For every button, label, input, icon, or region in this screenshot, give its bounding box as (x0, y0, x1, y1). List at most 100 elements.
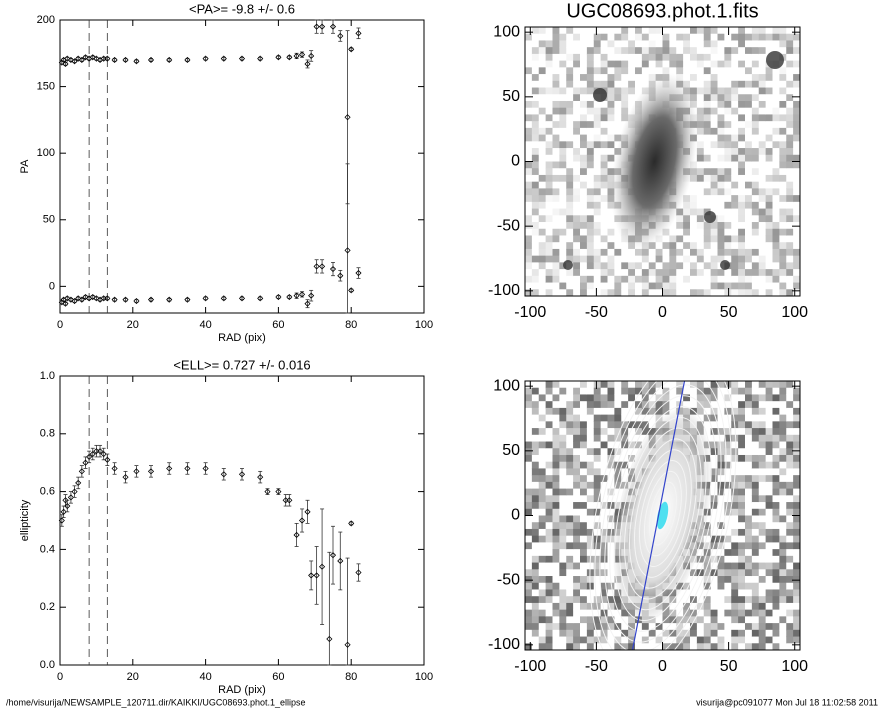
pixel (559, 228, 567, 236)
pixel (690, 74, 698, 82)
pixel (765, 188, 773, 196)
pixel (765, 441, 773, 449)
pixel (525, 522, 533, 530)
pixel (607, 515, 615, 523)
pixel (538, 488, 547, 496)
pixel (635, 80, 643, 89)
pixel (683, 215, 691, 223)
pixel (607, 441, 615, 449)
pixel (772, 515, 780, 523)
pixel (525, 40, 533, 48)
pixel (738, 623, 746, 631)
pixel (614, 602, 622, 611)
pixel (758, 27, 767, 35)
pixel (717, 148, 725, 156)
pixel (545, 148, 553, 156)
pixel (779, 421, 787, 429)
pixel (538, 528, 547, 537)
pixel (786, 33, 794, 41)
pixel (717, 255, 725, 263)
pixel (648, 381, 657, 389)
pixel (580, 235, 588, 243)
pixel (731, 623, 739, 631)
pixel (793, 33, 800, 41)
pixel (593, 100, 602, 109)
pixel (696, 562, 705, 570)
pixel (765, 596, 773, 604)
pixel (593, 80, 602, 89)
pixel (607, 407, 615, 416)
pixel (525, 275, 533, 284)
pixel (641, 421, 650, 429)
error-bar (309, 50, 314, 62)
pixel (745, 549, 753, 557)
pixel (731, 27, 739, 35)
pixel (690, 582, 698, 590)
pixel (538, 222, 547, 230)
pixel (635, 387, 643, 395)
pixel (545, 434, 553, 443)
pixel (545, 441, 553, 449)
pixel (586, 188, 595, 196)
pixel (538, 569, 547, 577)
pixel (793, 394, 800, 402)
error-bar (105, 453, 110, 466)
pixel (559, 148, 567, 156)
pixel (786, 576, 794, 584)
pixel (731, 47, 739, 55)
pixel (772, 381, 780, 389)
pixel (545, 235, 553, 243)
pixel (580, 528, 588, 537)
pixel (724, 275, 732, 284)
pixel (717, 107, 725, 115)
pixel (738, 488, 746, 496)
pixel (552, 643, 560, 650)
pixel (559, 582, 567, 590)
pixel (525, 242, 533, 250)
pixel (765, 275, 773, 284)
pixel (731, 441, 739, 449)
pixel (786, 515, 794, 523)
pixel (525, 174, 533, 183)
pixel (538, 154, 547, 162)
pixel (751, 154, 760, 162)
footer-left: /home/visurija/NEWSAMPLE_120711.dir/KAIK… (6, 697, 306, 707)
pixel (751, 208, 760, 216)
pixel (655, 636, 663, 644)
pixel (710, 602, 718, 611)
pixel (538, 441, 547, 449)
contour (609, 395, 717, 632)
pixel (724, 555, 732, 564)
pixel (758, 60, 767, 68)
pixel (580, 168, 588, 176)
error-bar (167, 462, 172, 475)
pixel (751, 576, 760, 584)
pixel (676, 208, 684, 216)
pixel (593, 60, 602, 68)
pixel (738, 522, 746, 530)
pixel (765, 100, 773, 109)
pixel (731, 235, 739, 243)
pixel (600, 168, 608, 176)
pixel (793, 528, 800, 537)
pixel (648, 289, 657, 296)
pixel (566, 401, 574, 409)
pixel (538, 609, 547, 617)
pixel (545, 94, 553, 102)
pixel (586, 495, 595, 503)
pixel (552, 535, 560, 543)
pixel (559, 636, 567, 644)
pixel (793, 269, 800, 277)
pixel (745, 502, 753, 510)
pixel (690, 269, 698, 277)
pixel (724, 528, 732, 537)
pixel (690, 94, 698, 102)
pixel (710, 121, 718, 129)
pixel (793, 181, 800, 189)
pixel (765, 387, 773, 395)
pixel (573, 629, 581, 638)
pixel (566, 421, 574, 429)
axes-box (59, 375, 425, 666)
pixel (552, 629, 560, 638)
point (286, 54, 293, 61)
